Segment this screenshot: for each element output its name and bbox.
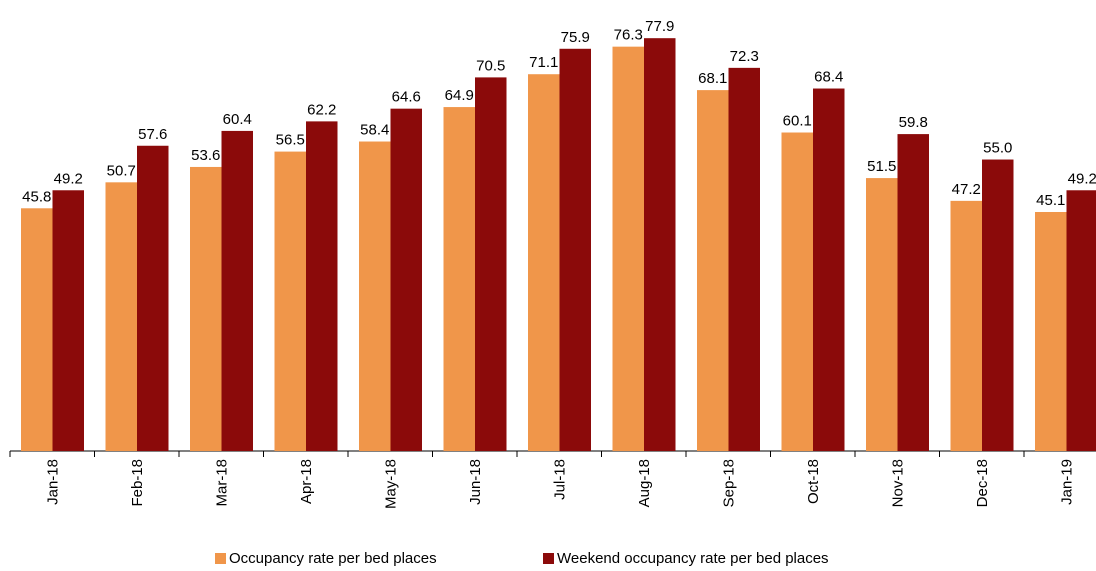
data-label-occupancy: 76.3 xyxy=(614,27,643,44)
data-label-weekend-occupancy: 68.4 xyxy=(814,69,843,86)
data-label-weekend-occupancy: 70.5 xyxy=(476,57,505,74)
bar-occupancy xyxy=(443,107,475,451)
data-label-weekend-occupancy: 49.2 xyxy=(1068,170,1096,187)
bar-weekend-occupancy xyxy=(390,108,422,452)
data-label-occupancy: 58.4 xyxy=(360,122,389,139)
legend-swatch-occupancy xyxy=(215,553,226,564)
x-tick-label: Mar-18 xyxy=(213,459,230,507)
data-label-weekend-occupancy: 72.3 xyxy=(730,48,759,65)
data-label-weekend-occupancy: 60.4 xyxy=(223,111,252,128)
x-tick-label: Jan-18 xyxy=(44,459,61,505)
x-tick-label: Apr-18 xyxy=(298,459,315,504)
data-label-weekend-occupancy: 49.2 xyxy=(54,170,83,187)
bar-weekend-occupancy xyxy=(813,88,845,452)
x-tick-label: Aug-18 xyxy=(636,459,653,507)
x-tick-label: Sep-18 xyxy=(720,459,737,507)
data-label-occupancy: 45.8 xyxy=(22,188,51,205)
data-label-weekend-occupancy: 75.9 xyxy=(561,29,590,46)
bar-occupancy xyxy=(697,90,729,451)
data-label-weekend-occupancy: 64.6 xyxy=(392,89,421,106)
data-label-weekend-occupancy: 59.8 xyxy=(899,114,928,131)
data-label-occupancy: 50.7 xyxy=(107,162,136,179)
x-tick-label: Nov-18 xyxy=(889,459,906,507)
bar-occupancy xyxy=(274,151,306,451)
legend-label-occupancy: Occupancy rate per bed places xyxy=(229,550,437,567)
x-tick-label: Jan-19 xyxy=(1058,459,1075,505)
bar-chart: 45.849.2Jan-1850.757.6Feb-1853.660.4Mar-… xyxy=(9,18,1096,509)
bar-occupancy xyxy=(950,200,982,451)
bar-occupancy xyxy=(1035,211,1067,451)
bar-weekend-occupancy xyxy=(306,121,338,452)
data-label-weekend-occupancy: 62.2 xyxy=(307,101,336,118)
bar-occupancy xyxy=(190,166,222,451)
x-tick-label: May-18 xyxy=(382,459,399,509)
legend-item-occupancy: Occupancy rate per bed places xyxy=(215,550,437,567)
bar-weekend-occupancy xyxy=(728,67,760,451)
legend-label-weekend-occupancy: Weekend occupancy rate per bed places xyxy=(557,550,829,567)
bar-weekend-occupancy xyxy=(52,190,84,451)
legend-item-weekend-occupancy: Weekend occupancy rate per bed places xyxy=(543,550,829,567)
data-label-occupancy: 45.1 xyxy=(1036,192,1065,209)
data-label-weekend-occupancy: 77.9 xyxy=(645,18,674,35)
bar-weekend-occupancy xyxy=(897,134,929,451)
data-label-occupancy: 51.5 xyxy=(867,158,896,175)
bar-weekend-occupancy xyxy=(475,77,507,452)
x-tick-label: Jul-18 xyxy=(551,459,568,500)
data-label-occupancy: 47.2 xyxy=(952,181,981,198)
data-label-occupancy: 60.1 xyxy=(783,113,812,130)
bar-weekend-occupancy xyxy=(1066,190,1096,451)
bar-weekend-occupancy xyxy=(982,159,1014,451)
x-tick-label: Dec-18 xyxy=(974,459,991,507)
data-label-weekend-occupancy: 57.6 xyxy=(138,126,167,143)
data-label-occupancy: 53.6 xyxy=(191,147,220,164)
data-label-occupancy: 64.9 xyxy=(445,87,474,104)
bar-occupancy xyxy=(359,141,391,451)
bar-weekend-occupancy xyxy=(137,145,169,451)
bar-weekend-occupancy xyxy=(644,38,676,451)
data-label-weekend-occupancy: 55.0 xyxy=(983,140,1012,157)
bar-weekend-occupancy xyxy=(559,48,591,451)
bar-weekend-occupancy xyxy=(221,130,253,452)
bar-occupancy xyxy=(781,132,813,451)
bar-occupancy xyxy=(528,74,560,452)
bar-occupancy xyxy=(21,208,53,451)
data-label-occupancy: 68.1 xyxy=(698,70,727,87)
data-label-occupancy: 71.1 xyxy=(529,54,558,71)
data-label-occupancy: 56.5 xyxy=(276,132,305,149)
legend: Occupancy rate per bed places Weekend oc… xyxy=(0,550,1096,570)
x-tick-label: Feb-18 xyxy=(129,459,146,507)
bar-occupancy xyxy=(612,46,644,451)
bar-occupancy xyxy=(866,178,898,451)
bar-occupancy xyxy=(105,182,137,451)
legend-swatch-weekend-occupancy xyxy=(543,553,554,564)
x-tick-label: Jun-18 xyxy=(467,459,484,505)
x-tick-label: Oct-18 xyxy=(805,459,822,504)
